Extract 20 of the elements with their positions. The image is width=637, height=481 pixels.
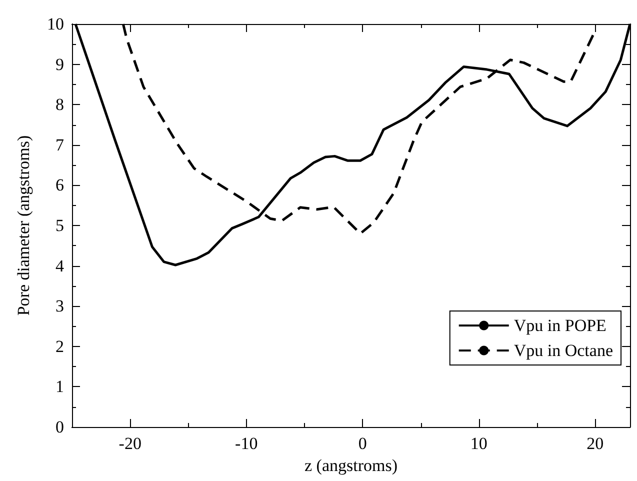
x-tick-label: -10 (235, 434, 258, 453)
x-axis-title: z (angstroms) (304, 456, 398, 475)
y-tick-label: 4 (56, 256, 64, 276)
x-tick-label: 10 (470, 434, 488, 453)
legend-label: Vpu in Octane (514, 341, 614, 360)
y-axis-title: Pore diameter (angstroms) (14, 135, 33, 316)
y-tick-label: 6 (56, 176, 64, 195)
x-tick-label: 20 (586, 434, 604, 453)
y-tick-label: 2 (56, 336, 64, 356)
y-tick-label: 8 (56, 95, 64, 114)
y-tick-label: 3 (56, 296, 64, 316)
y-tick-label: 7 (56, 135, 64, 154)
legend-label: Vpu in POPE (514, 316, 606, 335)
y-tick-label: 10 (47, 14, 64, 34)
x-tick-label: 0 (358, 434, 367, 453)
y-tick-label: 5 (56, 216, 64, 235)
x-tick-label: -20 (118, 434, 142, 453)
y-tick-label: 9 (56, 54, 64, 74)
y-tick-label: 1 (56, 377, 64, 396)
y-tick-label: 0 (56, 418, 64, 436)
